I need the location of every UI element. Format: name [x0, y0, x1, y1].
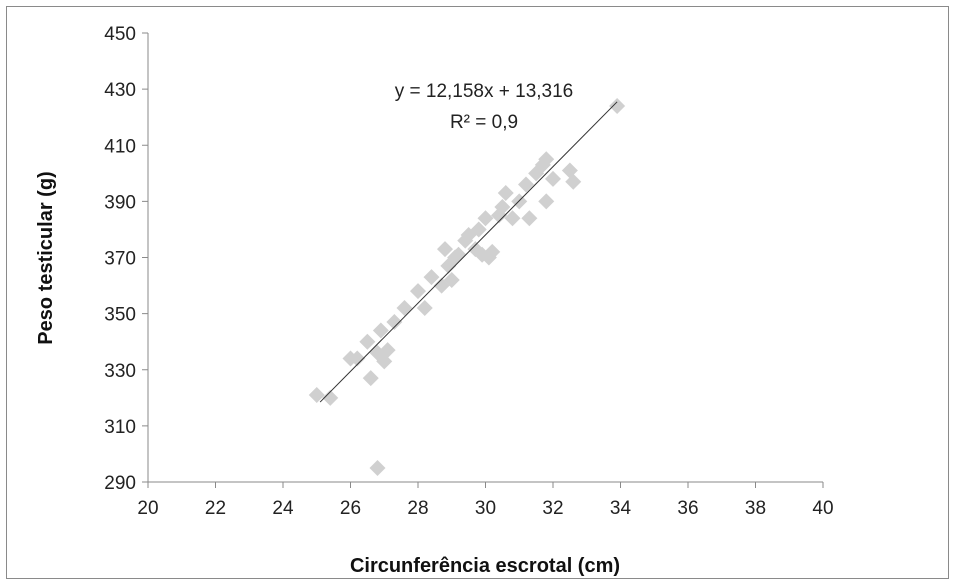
- x-tick-label: 20: [137, 498, 158, 519]
- data-point-marker: [372, 322, 389, 339]
- x-tick-label: 38: [745, 498, 766, 519]
- data-point-marker: [386, 314, 403, 331]
- data-points: [308, 97, 626, 476]
- data-point-marker: [497, 184, 514, 201]
- trendline: [319, 101, 618, 403]
- x-tick-label: 24: [272, 498, 294, 519]
- x-tick-label: 28: [407, 498, 428, 519]
- data-point-marker: [609, 97, 626, 114]
- trendline-equation: y = 12,158x + 13,316: [395, 81, 574, 102]
- y-tick-label: 290: [104, 473, 136, 494]
- y-tick-label: 330: [104, 361, 136, 382]
- x-axis-title: Circunferência escrotal (cm): [350, 555, 620, 577]
- y-tick-label: 310: [104, 417, 136, 438]
- y-tick-label: 430: [104, 80, 136, 101]
- x-ticks: 20 22 24 26 28 30 32 34 36 38 40: [137, 482, 834, 519]
- chart-frame: [6, 6, 949, 579]
- data-point-marker: [565, 173, 582, 190]
- data-point-marker: [484, 243, 501, 260]
- data-point-marker: [396, 300, 413, 317]
- data-point-marker: [437, 241, 453, 258]
- x-tick-label: 22: [205, 498, 226, 519]
- data-point-marker: [494, 198, 511, 215]
- data-point-marker: [308, 387, 325, 404]
- data-point-marker: [349, 350, 366, 367]
- data-point-marker: [322, 389, 339, 406]
- x-tick-label: 30: [475, 498, 496, 519]
- x-tick-label: 36: [677, 498, 698, 519]
- data-point-marker: [504, 210, 521, 227]
- y-tick-label: 350: [104, 305, 136, 326]
- y-tick-label: 390: [104, 192, 136, 213]
- data-point-marker: [410, 283, 426, 300]
- y-tick-label: 370: [104, 249, 136, 270]
- data-point-marker: [416, 300, 433, 317]
- y-tick-label: 450: [104, 24, 136, 45]
- data-point-marker: [521, 210, 538, 227]
- data-point-marker: [379, 342, 396, 359]
- data-point-marker: [538, 151, 555, 168]
- x-tick-label: 34: [610, 498, 632, 519]
- x-tick-label: 26: [340, 498, 361, 519]
- data-point-marker: [443, 271, 460, 288]
- data-point-marker: [518, 176, 534, 193]
- x-tick-label: 32: [542, 498, 563, 519]
- y-axis-title: Peso testicular (g): [35, 171, 57, 344]
- data-point-marker: [477, 210, 494, 227]
- y-ticks: 290 310 330 350 370 390 410 430 450: [104, 24, 148, 494]
- trendline-r-squared: R² = 0,9: [450, 112, 518, 133]
- data-point-marker: [423, 269, 440, 286]
- data-point-marker: [538, 193, 555, 210]
- data-point-marker: [359, 333, 376, 350]
- data-point-marker: [470, 221, 487, 238]
- data-point-marker: [362, 370, 379, 387]
- data-point-marker: [369, 459, 386, 476]
- data-point-marker: [545, 170, 561, 187]
- x-tick-label: 40: [812, 498, 833, 519]
- y-tick-label: 410: [104, 136, 136, 157]
